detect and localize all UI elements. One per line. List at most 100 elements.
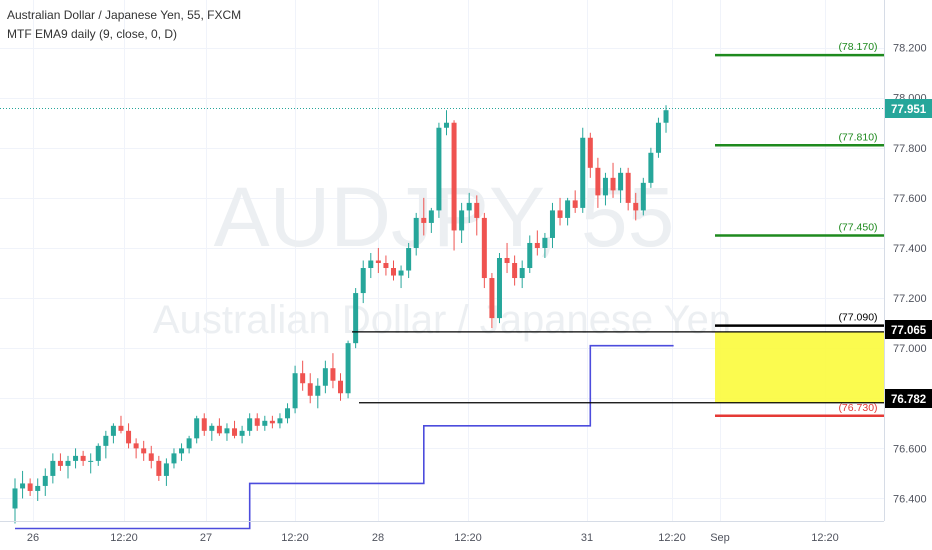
candle-up: [368, 252, 374, 279]
candle-down: [504, 242, 510, 274]
candle-body: [322, 368, 328, 386]
time-tick-label: 26: [27, 532, 39, 544]
candle-up: [519, 260, 525, 289]
candle-down: [633, 192, 639, 221]
candle-down: [595, 157, 601, 208]
time-axis[interactable]: 26 12:20 27 12:20 28 12:20 31 12:20 Sep 12:20: [27, 532, 839, 544]
candle-body: [65, 460, 71, 466]
candle-body: [542, 237, 548, 248]
candle-up: [527, 235, 533, 274]
candle-body: [451, 122, 457, 231]
price-tick-label: 77.800: [893, 143, 927, 155]
candle-body: [663, 110, 669, 123]
level-77090-label: (77.090): [838, 312, 877, 324]
candle-body: [534, 242, 540, 248]
candle-up: [163, 458, 169, 486]
candle-up: [565, 197, 571, 226]
price-tick-label: 78.200: [893, 43, 927, 55]
candle-body: [428, 210, 434, 223]
candle-up: [648, 147, 654, 188]
candle-body: [133, 443, 139, 449]
candle-body: [572, 200, 578, 208]
indicator-label[interactable]: MTF EMA9 daily (9, close, 0, D): [7, 27, 178, 41]
candle-body: [527, 242, 533, 269]
candle-down: [572, 190, 578, 213]
candle-body: [35, 485, 41, 491]
time-tick-label: 12:20: [811, 532, 839, 544]
candle-body: [163, 463, 169, 476]
candle-down: [557, 197, 563, 226]
candle-up: [602, 172, 608, 206]
candle-up: [315, 378, 321, 409]
candle-body: [103, 435, 109, 446]
level-77450-label: (77.450): [838, 221, 877, 233]
candle-up: [443, 110, 449, 136]
candle-body: [406, 247, 412, 271]
candle-up: [42, 468, 48, 496]
candle-down: [126, 423, 132, 449]
candle-body: [443, 122, 449, 128]
candle-body: [610, 177, 616, 191]
time-tick-label: 31: [581, 532, 593, 544]
candle-body: [73, 455, 79, 461]
candle-body: [375, 260, 381, 264]
candle-up: [640, 177, 646, 216]
candle-body: [587, 137, 593, 168]
candle-body: [179, 448, 185, 454]
candle-body: [27, 483, 33, 491]
ema-line: [15, 344, 674, 530]
candle-body: [459, 210, 465, 231]
candle-down: [307, 373, 313, 404]
candle-body: [436, 127, 442, 211]
range-top-badge: [885, 320, 932, 339]
candle-down: [118, 415, 124, 434]
candle-up: [292, 365, 298, 414]
candle-up: [88, 453, 94, 474]
candle-body: [262, 420, 268, 426]
candle-body: [269, 420, 275, 424]
ema-path: [15, 344, 674, 530]
candle-up: [663, 105, 669, 133]
candle-up: [20, 470, 26, 499]
candle-body: [57, 460, 63, 466]
candle-body: [194, 418, 200, 439]
candle-up: [262, 415, 268, 431]
chart-title[interactable]: Australian Dollar / Japanese Yen, 55, FX…: [7, 8, 242, 22]
candle-up: [428, 207, 434, 233]
candle-body: [655, 122, 661, 153]
time-tick-label: 28: [372, 532, 384, 544]
candle-body: [148, 453, 154, 461]
candle-body: [512, 263, 518, 279]
range-zone: [715, 331, 884, 403]
candle-up: [103, 430, 109, 459]
candle-body: [549, 210, 555, 238]
candle-body: [315, 385, 321, 396]
watermark: AUDJPY, 55 Australian Dollar / Japanese …: [153, 170, 731, 342]
grid-lines: [0, 0, 884, 521]
candle-body: [254, 418, 260, 426]
candle-up: [110, 423, 116, 444]
candle-body: [285, 408, 291, 419]
candle-up: [360, 260, 366, 304]
candle-body: [338, 380, 344, 394]
candle-down: [474, 195, 480, 236]
candle-up: [322, 360, 328, 394]
watermark-name: Australian Dollar / Japanese Yen: [153, 298, 731, 342]
candle-up: [209, 423, 215, 441]
price-tick-label: 77.200: [893, 293, 927, 305]
candle-down: [156, 455, 162, 481]
candle-up: [65, 455, 71, 479]
candle-body: [557, 210, 563, 218]
candle-body: [504, 257, 510, 264]
candle-body: [42, 475, 48, 486]
price-tick-label: 76.600: [893, 443, 927, 455]
candle-down: [383, 255, 389, 276]
candle-up: [436, 122, 442, 218]
price-tick-label: 77.000: [893, 343, 927, 355]
current-price-label: 77.951: [891, 104, 927, 116]
candle-down: [512, 255, 518, 286]
candle-up: [73, 448, 79, 469]
candle-down: [232, 420, 238, 439]
candle-body: [633, 202, 639, 211]
